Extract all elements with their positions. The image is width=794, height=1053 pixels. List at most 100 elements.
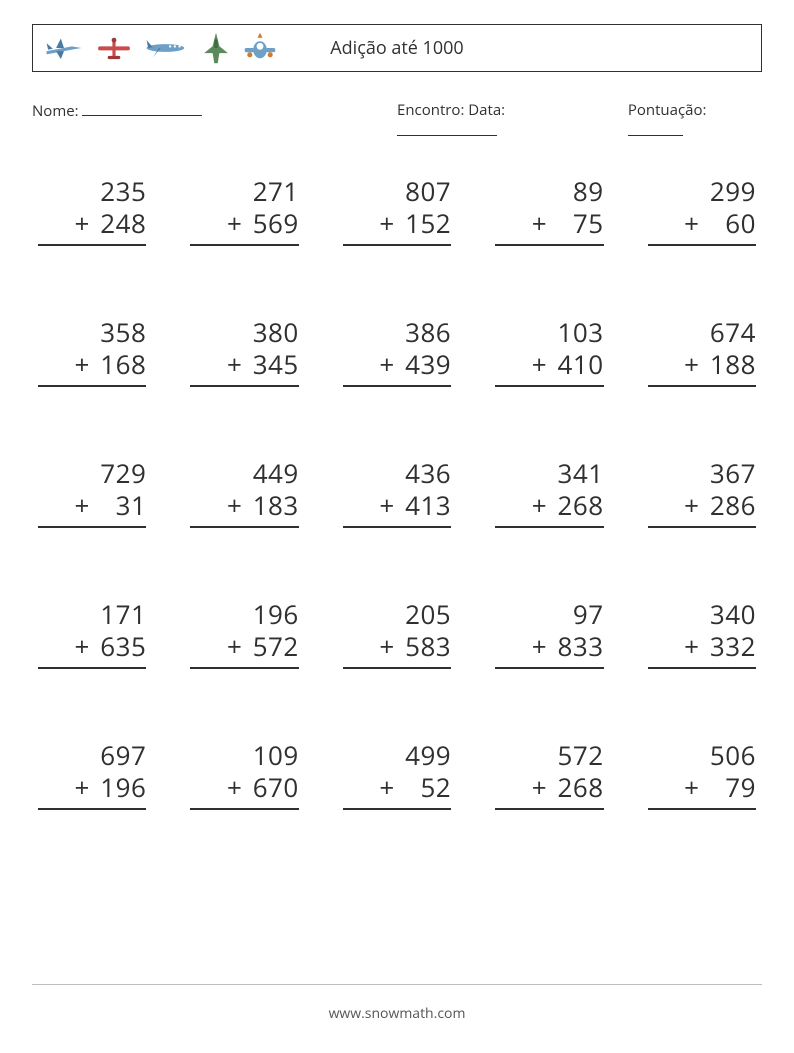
- addend-top: 449: [245, 457, 299, 490]
- addend-bottom: 569: [245, 207, 299, 240]
- plus-sign: +: [379, 489, 395, 522]
- score-label: Pontuação:: [628, 100, 707, 120]
- plus-sign: +: [75, 771, 91, 804]
- plus-sign: +: [75, 348, 91, 381]
- plus-sign: +: [532, 207, 548, 240]
- plus-sign: +: [379, 630, 395, 663]
- sum-rule: [38, 526, 146, 528]
- plus-sign: +: [532, 630, 548, 663]
- addition-problem: 109+670: [190, 739, 298, 810]
- addend-bottom: 332: [702, 630, 756, 663]
- addition-problem: 97+833: [495, 598, 603, 669]
- plus-sign: +: [532, 771, 548, 804]
- addend-bottom: 60: [702, 207, 756, 240]
- addition-problem: 196+572: [190, 598, 298, 669]
- name-label: Nome:: [32, 101, 79, 121]
- sum-rule: [648, 667, 756, 669]
- sum-rule: [190, 244, 298, 246]
- addition-problem: 380+345: [190, 316, 298, 387]
- addition-problem: 358+168: [38, 316, 146, 387]
- sum-rule: [38, 385, 146, 387]
- sum-rule: [343, 244, 451, 246]
- addend-bottom: 833: [550, 630, 604, 663]
- addend-top: 89: [550, 175, 604, 208]
- sum-rule: [38, 244, 146, 246]
- addition-problem: 436+413: [343, 457, 451, 528]
- addend-top: 386: [398, 316, 452, 349]
- addition-problem: 235+248: [38, 175, 146, 246]
- addition-problem: 449+183: [190, 457, 298, 528]
- sum-rule: [190, 667, 298, 669]
- addition-problem: 572+268: [495, 739, 603, 810]
- addend-bottom: 31: [93, 489, 147, 522]
- plus-sign: +: [684, 207, 700, 240]
- addend-bottom: 439: [398, 348, 452, 381]
- plus-sign: +: [75, 207, 91, 240]
- plane-icon: [45, 34, 83, 62]
- addend-top: 697: [93, 739, 147, 772]
- addition-problem: 807+152: [343, 175, 451, 246]
- sum-rule: [648, 385, 756, 387]
- addition-problem: 341+268: [495, 457, 603, 528]
- addend-bottom: 413: [398, 489, 452, 522]
- addition-problem: 499+ 52: [343, 739, 451, 810]
- addend-top: 235: [93, 175, 147, 208]
- addition-problem: 697+196: [38, 739, 146, 810]
- addend-top: 506: [702, 739, 756, 772]
- score-blank[interactable]: [628, 120, 683, 136]
- addend-bottom: 152: [398, 207, 452, 240]
- plus-sign: +: [684, 489, 700, 522]
- addend-top: 341: [550, 457, 604, 490]
- plane-icon: [95, 34, 133, 62]
- addition-problem: 89+75: [495, 175, 603, 246]
- plane-icon: [243, 32, 277, 64]
- plus-sign: +: [75, 489, 91, 522]
- addend-top: 171: [93, 598, 147, 631]
- addition-problem: 340+332: [648, 598, 756, 669]
- addend-bottom: 248: [93, 207, 147, 240]
- addend-top: 299: [702, 175, 756, 208]
- sum-rule: [495, 244, 603, 246]
- sum-rule: [343, 385, 451, 387]
- addend-bottom: 286: [702, 489, 756, 522]
- addend-top: 499: [398, 739, 452, 772]
- plus-sign: +: [379, 207, 395, 240]
- sum-rule: [38, 808, 146, 810]
- addend-top: 271: [245, 175, 299, 208]
- sum-rule: [495, 808, 603, 810]
- footer-divider: [32, 984, 762, 985]
- addend-top: 674: [702, 316, 756, 349]
- footer-text: www.snowmath.com: [0, 1004, 794, 1023]
- plus-sign: +: [227, 771, 243, 804]
- date-blank[interactable]: [397, 120, 497, 136]
- addend-bottom: 196: [93, 771, 147, 804]
- sum-rule: [38, 667, 146, 669]
- plus-sign: +: [684, 630, 700, 663]
- addend-top: 729: [93, 457, 147, 490]
- sum-rule: [343, 526, 451, 528]
- addend-top: 205: [398, 598, 452, 631]
- plus-sign: +: [684, 771, 700, 804]
- plus-sign: +: [379, 348, 395, 381]
- problems-grid: 235+248 271+569 807+152 89+75 299+ 60 35…: [32, 175, 762, 810]
- plane-icon: [145, 36, 189, 60]
- plus-sign: +: [227, 348, 243, 381]
- sum-rule: [190, 526, 298, 528]
- sum-rule: [648, 526, 756, 528]
- addend-bottom: 268: [550, 489, 604, 522]
- sum-rule: [648, 808, 756, 810]
- addend-bottom: 345: [245, 348, 299, 381]
- addend-top: 340: [702, 598, 756, 631]
- addition-problem: 506+ 79: [648, 739, 756, 810]
- addend-bottom: 168: [93, 348, 147, 381]
- addend-top: 358: [93, 316, 147, 349]
- addend-top: 196: [245, 598, 299, 631]
- plus-sign: +: [75, 630, 91, 663]
- addend-top: 97: [550, 598, 604, 631]
- sum-rule: [343, 808, 451, 810]
- addend-bottom: 183: [245, 489, 299, 522]
- name-blank[interactable]: [82, 100, 202, 116]
- plus-sign: +: [227, 207, 243, 240]
- plus-sign: +: [532, 489, 548, 522]
- addition-problem: 729+ 31: [38, 457, 146, 528]
